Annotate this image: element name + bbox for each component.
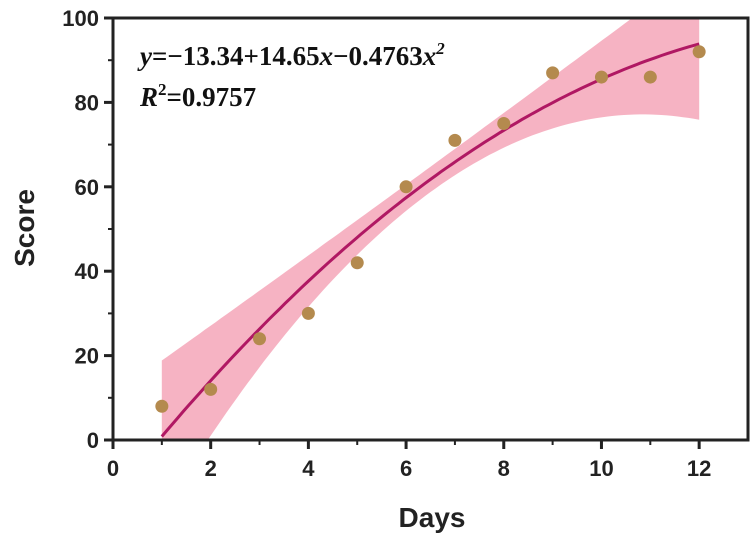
y-tick-label: 80 [75, 90, 99, 115]
confidence-band [161, 18, 700, 440]
r2-power: 2 [158, 80, 167, 99]
data-point [155, 399, 169, 413]
data-point [253, 332, 267, 346]
equation-x1: x [319, 41, 334, 71]
equation-tail: −0.4763 [333, 41, 423, 71]
confidence-band-layer [161, 18, 700, 440]
data-points-layer [155, 45, 706, 413]
data-point [546, 66, 560, 80]
data-point [643, 70, 657, 84]
data-point [204, 382, 218, 396]
r2-value: =0.9757 [167, 82, 257, 112]
data-point [350, 256, 364, 270]
equation-middle: =−13.34+14.65 [152, 41, 320, 71]
equation-y: y [137, 41, 153, 71]
x-tick-label: 6 [400, 456, 412, 481]
x-tick-label: 0 [107, 456, 119, 481]
data-point [399, 180, 413, 194]
y-tick-label: 0 [87, 428, 99, 453]
data-point [497, 117, 511, 130]
x-tick-label: 4 [302, 456, 315, 481]
equation-power: 2 [435, 39, 445, 58]
equation-x2: x [422, 41, 437, 71]
fit-line-layer [160, 42, 700, 438]
data-point [692, 45, 706, 59]
data-point [594, 70, 608, 84]
x-tick-label: 10 [589, 456, 613, 481]
y-tick-label: 60 [75, 175, 99, 200]
y-tick-label: 40 [75, 259, 99, 284]
x-axis-title: Days [399, 502, 466, 533]
y-axis-title: Score [9, 189, 40, 267]
x-tick-label: 8 [498, 456, 510, 481]
ticks-layer: 0 2 4 6 8 10 12 0 20 40 60 80 100 [62, 6, 711, 481]
fit-line [160, 42, 700, 438]
x-tick-label: 12 [687, 456, 711, 481]
r2-symbol: R [139, 82, 158, 112]
y-tick-label: 100 [62, 6, 99, 31]
y-tick-label: 20 [75, 344, 99, 369]
data-point [301, 306, 315, 320]
data-point [448, 133, 462, 147]
fit-equation: y=−13.34+14.65x−0.4763x2 [137, 39, 445, 71]
r-squared: R2=0.9757 [139, 80, 256, 112]
x-tick-label: 2 [205, 456, 217, 481]
